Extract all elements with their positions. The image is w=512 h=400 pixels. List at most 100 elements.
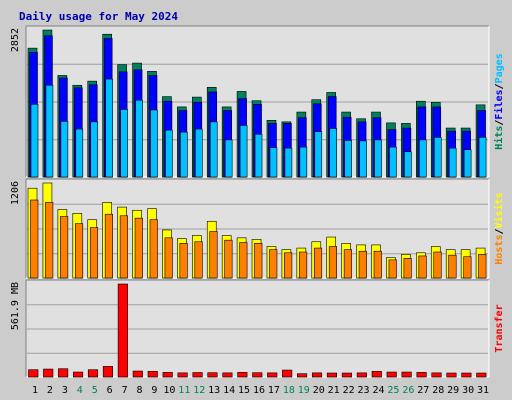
hosts-bar [119,215,128,279]
hosts-bar [448,254,457,279]
transfer-bar [207,372,218,378]
pages-bar [224,139,233,178]
transfer-bar [416,372,427,378]
x-tick-label: 31 [477,385,489,396]
pages-bar [389,146,397,178]
visits-ylabel-part: / [494,228,505,234]
chart-title: Daily usage for May 2024 [19,10,178,23]
transfer-ylabel: Transfer [494,304,505,352]
pages-bar [478,137,487,178]
hosts-bar [433,251,442,279]
hits-ylabel-part: Files [493,89,505,119]
hosts-bar [373,250,382,279]
x-axis-labels: 1 2 3 4 5 6 7 8 9 10 11 12 13 14 15 16 17 18 19 20 21 22 23 24 2… [32,385,489,396]
hosts-bar [239,242,248,279]
x-tick-label: 10 [163,385,175,396]
hosts-bar [269,249,278,279]
visits-ylabel-part: Hosts [494,235,505,265]
x-tick-label: 26 [402,385,414,396]
x-tick-label: 19 [298,385,310,396]
hosts-bar [313,247,323,279]
pages-bar [433,137,442,178]
pages-bar [374,139,382,178]
hosts-bar [224,239,233,279]
pages-bar [463,149,472,178]
transfer-bar [162,372,173,378]
hosts-bar [478,254,487,279]
pages-bar [329,128,338,178]
x-tick-label: 3 [62,385,68,396]
x-tick-label: 14 [223,385,235,396]
pages-bar [150,109,158,178]
pages-bar [45,84,54,178]
hosts-bar [164,237,173,279]
x-tick-label: 25 [387,385,399,396]
pages-bar [254,133,263,178]
transfer-bar [237,372,248,378]
transfer-bar [371,371,382,378]
transfer-bar [401,371,412,378]
x-tick-label: 4 [77,385,83,396]
transfer-bar [446,372,457,378]
hosts-bar [418,255,427,279]
x-tick-label: 28 [432,385,444,396]
transfer-bar [177,372,188,378]
transfer-bar [73,371,84,378]
x-tick-label: 21 [328,385,340,396]
x-tick-label: 2 [47,385,53,396]
transfer-panel: 561.9 MB Transfer [10,279,505,378]
transfer-bar [341,372,352,378]
hits-ylabel-part: / [494,120,505,126]
transfer-ylabel-part: Transfer [494,304,505,352]
transfer-bar [386,371,397,378]
hosts-bar [75,223,84,279]
x-tick-label: 12 [193,385,205,396]
pages-bar [448,147,457,178]
pages-bar [135,99,143,178]
hosts-bar [358,250,367,279]
x-tick-label: 23 [358,385,370,396]
hosts-bar [388,259,397,279]
x-tick-label: 11 [178,385,190,396]
pages-bar [419,139,427,178]
pages-bar [75,128,84,178]
pages-bar [269,147,278,178]
transfer-bar [58,368,69,378]
x-tick-label: 16 [253,385,265,396]
x-tick-label: 17 [268,385,280,396]
x-tick-label: 5 [92,385,98,396]
hosts-bar [284,252,293,279]
transfer-bar [192,372,203,378]
transfer-bar [28,369,39,378]
hosts-bar [45,202,54,279]
transfer-bar [461,372,472,378]
transfer-bar [87,369,99,378]
visits-max-label: 1206 [10,181,21,205]
pages-bar [90,121,99,178]
hosts-bar [60,216,69,279]
hits-ylabel-part: Hits [493,126,505,150]
transfer-bar [102,366,113,378]
hosts-bar [254,243,263,279]
transfer-bar [476,372,487,378]
pages-bar [284,147,293,178]
pages-bar [120,109,128,178]
chart-panels: 2852Hits/Files/Pages1206Hosts/Visits561.… [10,25,505,378]
transfer-max-label: 561.9 MB [10,282,21,330]
visits-ylabel-part: Visits [493,192,505,228]
x-tick-label: 9 [151,385,157,396]
hits-ylabel-part: Pages [494,53,505,83]
hosts-bar [343,249,352,279]
x-tick-label: 1 [32,385,38,396]
x-tick-label: 20 [313,385,325,396]
x-tick-label: 8 [137,385,143,396]
pages-bar [165,129,173,178]
hosts-bar [89,227,99,279]
transfer-bar [267,372,278,378]
hosts-bar [403,258,412,279]
hosts-bar [179,243,188,279]
x-tick-label: 22 [343,385,355,396]
pages-bar [359,140,367,178]
